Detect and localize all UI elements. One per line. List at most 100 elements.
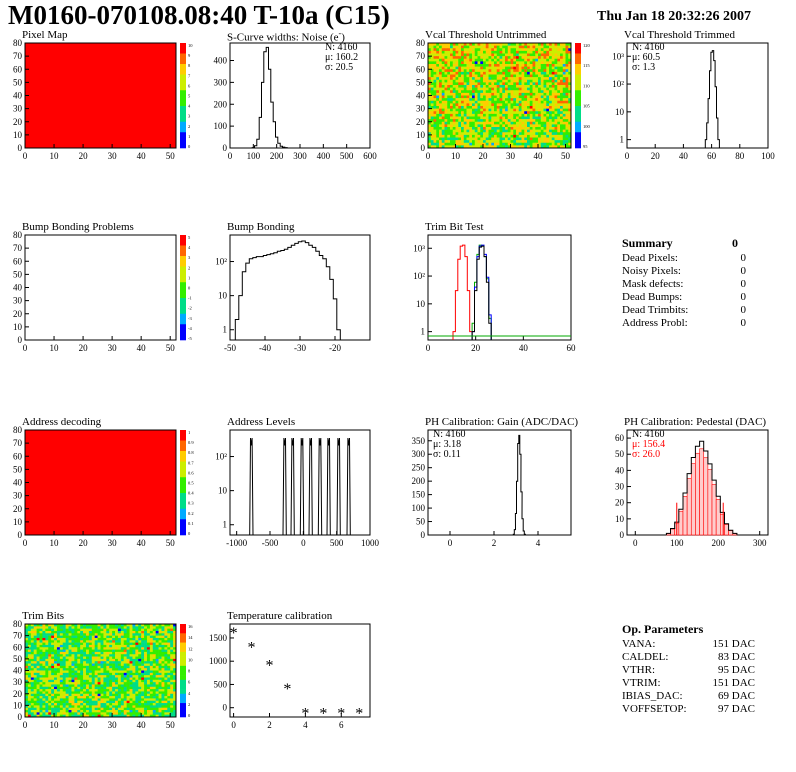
heatmap-cell: [132, 637, 136, 641]
heatmap-cell: [115, 640, 119, 643]
heatmap-cell: [132, 679, 136, 683]
heatmap-cell: [62, 675, 66, 678]
heatmap-cell: [510, 66, 514, 70]
heatmap-cell: [488, 127, 492, 130]
heatmap-cell: [428, 129, 432, 133]
heatmap-cell: [507, 87, 511, 91]
heatmap-cell: [518, 103, 522, 107]
heatmap-cell: [444, 132, 448, 136]
heatmap-cell: [496, 95, 500, 99]
heatmap-cell: [30, 658, 35, 662]
heatmap-cell: [48, 661, 52, 664]
heatmap-cell: [472, 48, 476, 52]
heatmap-cell: [466, 100, 470, 104]
heatmap-cell: [516, 43, 520, 46]
heatmap-cell: [452, 113, 456, 117]
heatmap-cell: [164, 642, 168, 646]
heatmap-cell: [97, 707, 101, 711]
summary-value: 0: [740, 265, 747, 277]
heatmap-cell: [170, 663, 174, 667]
heatmap-cell: [106, 668, 110, 671]
heatmap-cell: [496, 69, 500, 73]
heatmap-cell: [455, 48, 459, 52]
heatmap-cell: [135, 675, 139, 678]
heatmap-cell: [491, 85, 495, 88]
heatmap-cell: [91, 698, 95, 702]
heatmap-cell: [74, 684, 78, 688]
heatmap-cell: [472, 82, 476, 86]
heatmap-cell: [30, 705, 35, 709]
heatmap-cell: [97, 661, 101, 664]
heatmap-cell: [83, 684, 87, 688]
heatmap-cell: [170, 640, 174, 643]
heatmap-cell: [65, 696, 69, 699]
heatmap-cell: [441, 103, 445, 107]
heatmap-cell: [430, 85, 434, 88]
heatmap-cell: [135, 654, 139, 657]
heatmap-cell: [83, 658, 87, 662]
heatmap-cell: [455, 142, 459, 146]
heatmap-cell: [521, 45, 525, 49]
heatmap-cell: [546, 106, 550, 109]
heatmap-cell: [112, 644, 116, 648]
heatmap-cell: [499, 64, 503, 67]
heatmap-cell: [94, 624, 98, 627]
heatmap-cell: [529, 58, 533, 62]
stats-line: μ: 156.4: [632, 439, 666, 450]
heatmap-cell: [77, 644, 81, 648]
heatmap-cell: [132, 691, 136, 695]
heatmap-cell: [103, 654, 107, 657]
heatmap-cell: [510, 90, 514, 94]
heatmap-cell: [141, 649, 145, 653]
heatmap-cell: [505, 92, 509, 96]
heatmap-cell: [491, 134, 495, 138]
heatmap-cell: [502, 45, 506, 49]
heatmap-cell: [42, 670, 46, 674]
heatmap-cell: [474, 90, 478, 94]
heatmap-cell: [436, 48, 440, 52]
heatmap-cell: [538, 90, 542, 94]
heatmap-cell: [444, 137, 448, 141]
heatmap-cell: [164, 677, 168, 681]
heatmap-cell: [115, 668, 119, 671]
heatmap-cell: [518, 77, 522, 81]
heatmap-cell: [494, 121, 498, 125]
heatmap-cell: [565, 124, 569, 128]
heatmap-cell: [436, 142, 440, 146]
heatmap-cell: [483, 127, 487, 130]
heatmap-cell: [491, 98, 495, 102]
heatmap-cell: [146, 707, 151, 711]
heatmap-cell: [65, 649, 69, 653]
heatmap-cell: [120, 665, 125, 669]
heatmap-cell: [557, 137, 561, 141]
heatmap-cell: [472, 140, 476, 144]
heatmap-cell: [568, 82, 572, 86]
heatmap-cell: [138, 675, 142, 678]
op-param-value: 151 DAC: [712, 638, 755, 650]
heatmap-cell: [540, 121, 544, 125]
heatmap-cell: [103, 642, 107, 646]
heatmap-cell: [158, 628, 162, 632]
heatmap-cell: [568, 116, 572, 120]
heatmap-cell: [42, 656, 46, 660]
heatmap-cell: [33, 635, 37, 639]
heatmap-cell: [477, 121, 481, 125]
heatmap-cell: [132, 686, 136, 690]
heatmap-cell: [117, 696, 122, 699]
data-point: *: [230, 625, 238, 642]
heatmap-cell: [62, 698, 66, 702]
heatmap-cell: [88, 670, 93, 674]
heatmap-cell: [152, 637, 156, 641]
heatmap-cell: [540, 100, 544, 104]
heatmap-cell: [474, 79, 478, 83]
heatmap-cell: [97, 637, 101, 641]
x-tick-label: 4: [536, 538, 541, 548]
heatmap-cell: [474, 77, 478, 81]
heatmap-cell: [538, 116, 542, 120]
heatmap-cell: [496, 56, 500, 60]
op-param-row: CALDEL: 83 DAC: [622, 651, 755, 664]
heatmap-cell: [77, 637, 81, 641]
color-scale-label: 0.5: [188, 481, 194, 486]
heatmap-cell: [126, 651, 130, 655]
heatmap-cell: [491, 87, 495, 91]
